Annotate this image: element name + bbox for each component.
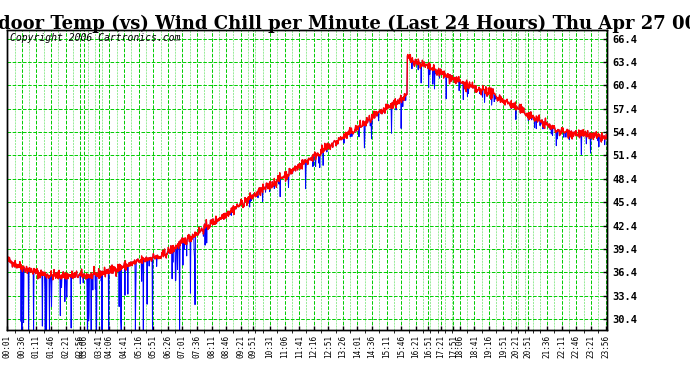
Text: Copyright 2006 Cartronics.com: Copyright 2006 Cartronics.com — [10, 33, 180, 43]
Text: Outdoor Temp (vs) Wind Chill per Minute (Last 24 Hours) Thu Apr 27 00:00: Outdoor Temp (vs) Wind Chill per Minute … — [0, 15, 690, 33]
